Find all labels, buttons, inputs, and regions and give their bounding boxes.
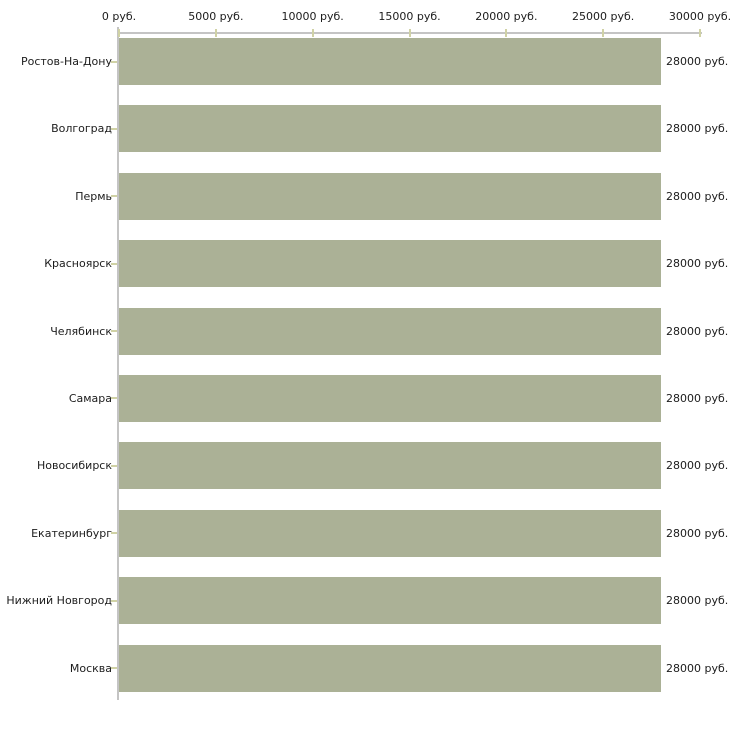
x-axis-tick [311,29,314,37]
bar-track [119,577,700,625]
y-axis-tick [111,330,117,333]
category-label: Самара [68,391,112,405]
y-axis-line [117,27,119,700]
value-label: 28000 руб. [666,324,729,338]
bar [119,577,662,625]
x-axis-tick-label: 0 руб. [101,10,137,23]
bar-track [119,644,700,692]
bar-track [119,307,700,355]
x-axis-labels: 0 руб. 5000 руб. 10000 руб. 15000 руб. 2… [102,10,730,24]
bar [119,509,662,557]
category-label: Красноярск [44,257,112,271]
category-label: Нижний Новгород [6,594,112,608]
x-axis-tick-label: 20000 руб. [475,10,538,23]
bar-track [119,509,700,557]
bar-row: Москва 28000 руб. [0,640,730,707]
y-axis-tick [111,127,117,130]
y-axis-tick [111,397,117,400]
value-label: 28000 руб. [666,257,729,271]
category-label: Екатеринбург [31,526,112,540]
bar [119,105,662,153]
x-axis-tick [118,29,120,37]
y-axis-tick [111,195,117,198]
category-label: Пермь [75,189,112,203]
bar-track [119,38,700,85]
bar-row: Нижний Новгород 28000 руб. [0,572,730,639]
bar [119,307,662,355]
bar-row: Волгоград 28000 руб. [0,100,730,167]
x-axis-tick-label: 30000 руб. [668,10,730,23]
category-label: Челябинск [50,324,112,338]
y-axis-tick [111,599,117,602]
x-axis-tick-label: 10000 руб. [281,10,344,23]
bar-row: Челябинск 28000 руб. [0,303,730,370]
x-axis-tick [505,29,508,37]
bar [119,38,662,85]
value-label: 28000 руб. [666,391,729,405]
bar-row: Екатеринбург 28000 руб. [0,505,730,572]
x-axis-tick [602,29,605,37]
category-label: Ростов-На-Дону [20,55,112,68]
x-axis-tick [214,29,217,37]
bar-row: Новосибирск 28000 руб. [0,437,730,504]
bar-row: Пермь 28000 руб. [0,168,730,235]
bar [119,644,662,692]
category-label: Москва [69,661,112,675]
bar [119,240,662,288]
value-label: 28000 руб. [666,594,729,608]
bar [119,172,662,220]
bar-rows: Ростов-На-Дону 28000 руб. Волгоград 2800… [0,33,730,707]
bar-track [119,172,700,220]
x-axis-ticks [118,29,701,37]
bar-row: Ростов-На-Дону 28000 руб. [0,33,730,100]
value-label: 28000 руб. [666,661,729,675]
value-label: 28000 руб. [666,122,729,136]
bar-track [119,240,700,288]
bar [119,442,662,490]
x-axis-tick-label: 25000 руб. [572,10,635,23]
bar-track [119,442,700,490]
bar [119,374,662,422]
bar-row: Красноярск 28000 руб. [0,235,730,302]
x-axis-tick-label: 15000 руб. [378,10,441,23]
bar-track [119,105,700,153]
y-axis-tick [111,60,117,63]
y-axis-tick [111,464,117,467]
x-axis-tick [699,29,701,37]
value-label: 28000 руб. [666,459,729,473]
bar-row: Самара 28000 руб. [0,370,730,437]
bar-track [119,374,700,422]
category-label: Новосибирск [36,459,112,473]
value-label: 28000 руб. [666,189,729,203]
x-axis-tick-label: 5000 руб. [188,10,244,23]
y-axis-tick [111,262,117,265]
value-label: 28000 руб. [666,55,729,68]
value-label: 28000 руб. [666,526,729,540]
y-axis-tick [111,532,117,535]
y-axis-tick [111,667,117,670]
x-axis-tick [408,29,411,37]
category-label: Волгоград [51,122,112,136]
